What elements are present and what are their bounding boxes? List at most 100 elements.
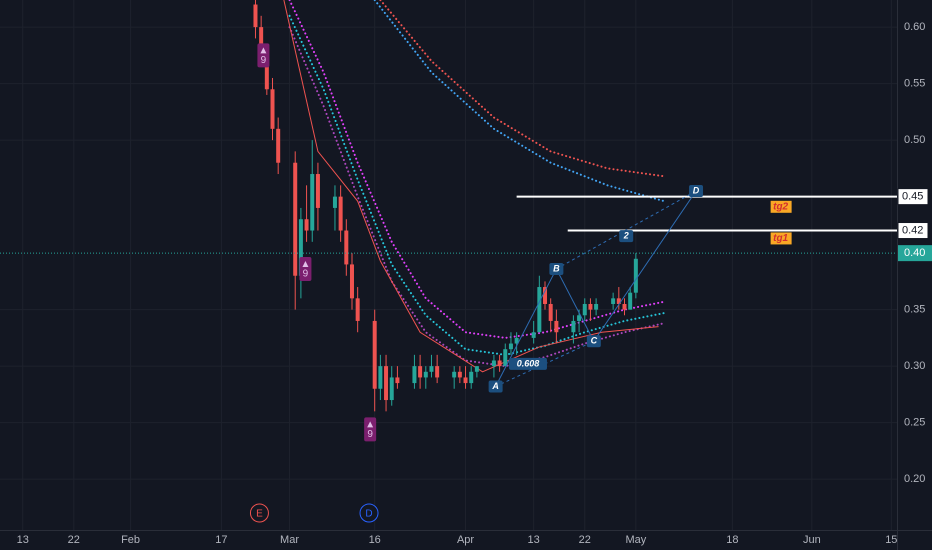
y-tick-label: 0.25	[904, 417, 925, 429]
x-tick-label: 13	[17, 534, 29, 546]
pattern-point-box	[586, 335, 601, 348]
x-tick-label: 22	[579, 534, 591, 546]
candle-body	[548, 303, 553, 321]
event-marker	[359, 503, 379, 523]
signal-marker	[299, 256, 312, 281]
candle-body	[344, 230, 349, 265]
candle-body	[594, 303, 599, 310]
current-price-label: 0.40	[904, 247, 925, 259]
signal-label: 9	[367, 429, 373, 440]
x-tick-label: 13	[528, 534, 540, 546]
x-tick-label: Mar	[280, 534, 299, 546]
candle-body	[412, 366, 417, 384]
candle-body	[531, 332, 536, 338]
pattern-note-label: 0.608	[517, 358, 540, 368]
pattern-note-box	[508, 357, 547, 370]
level-box	[897, 222, 929, 240]
x-tick-label: 18	[726, 534, 738, 546]
candle-body	[611, 298, 616, 304]
event-label: E	[256, 509, 263, 520]
x-tick-label: 22	[68, 534, 80, 546]
candle-body	[338, 196, 343, 231]
candle-body	[537, 287, 542, 333]
target-box	[770, 232, 792, 245]
x-tick-label: 15	[885, 534, 897, 546]
candle-body	[253, 4, 258, 28]
x-tick-label: Feb	[121, 534, 140, 546]
pattern-point-label: C	[591, 336, 598, 346]
dotted-band	[288, 14, 666, 356]
candle-body	[582, 303, 587, 316]
candle-body	[622, 303, 627, 310]
event-marker	[249, 503, 269, 523]
signal-arrow	[302, 260, 309, 267]
candle-body	[497, 360, 502, 367]
candle-body	[463, 377, 468, 384]
signal-marker	[364, 417, 377, 442]
pattern-line	[593, 190, 697, 342]
candle-body	[429, 366, 434, 372]
pattern-point-box	[689, 184, 704, 197]
signal-label: 9	[261, 55, 267, 66]
candle-body	[264, 61, 269, 90]
signal-arrow	[260, 47, 267, 54]
candle-body	[554, 320, 559, 333]
level-box	[897, 188, 929, 206]
pattern-point-box	[488, 380, 503, 393]
candle-body	[372, 320, 377, 389]
pattern-point-label: D	[693, 185, 700, 195]
pattern-point-box	[549, 262, 564, 275]
signal-arrow	[367, 421, 374, 428]
pattern-point-label: A	[491, 381, 499, 391]
candle-body	[514, 337, 519, 344]
x-tick-label: 17	[215, 534, 227, 546]
pattern-point-label: B	[553, 263, 560, 273]
candle-body	[474, 366, 479, 372]
candle-body	[389, 377, 394, 401]
candle-body	[310, 174, 315, 231]
candle-body	[332, 196, 337, 208]
candle-body	[543, 287, 548, 304]
pattern-line	[495, 268, 557, 387]
target-label: tg2	[773, 201, 788, 212]
candle-body	[276, 128, 281, 163]
candle-body	[418, 366, 423, 378]
candle-body	[588, 303, 593, 310]
pattern-note-box	[619, 230, 634, 243]
y-tick-label: 0.35	[904, 304, 925, 316]
candle-body	[270, 89, 275, 129]
candle-body	[633, 258, 638, 293]
candle-body	[298, 219, 303, 276]
candle-body	[508, 343, 513, 350]
candle-body	[491, 360, 496, 367]
y-tick-label: 0.55	[904, 78, 925, 90]
y-tick-label: 0.20	[904, 473, 925, 485]
signal-label: 9	[303, 269, 309, 280]
candle-body	[315, 174, 320, 208]
candle-body	[395, 377, 400, 384]
target-label: tg1	[773, 233, 788, 244]
candle-body	[577, 315, 582, 321]
x-tick-label: 16	[369, 534, 381, 546]
target-box	[770, 200, 792, 213]
dotted-band	[288, 0, 666, 339]
pattern-line	[556, 190, 697, 270]
dotted-band	[379, 0, 666, 178]
candle-body	[378, 366, 383, 389]
level-label: 0.45	[902, 191, 923, 203]
event-label: D	[365, 509, 372, 520]
candle-body	[355, 298, 360, 321]
candle-body	[384, 366, 389, 401]
current-price-box	[898, 245, 932, 262]
y-tick-label: 0.50	[904, 134, 925, 146]
candle-body	[423, 371, 428, 378]
y-tick-label: 0.60	[904, 21, 925, 33]
candle-body	[304, 219, 309, 231]
pattern-note-label: 2	[623, 231, 629, 241]
x-tick-label: Jun	[803, 534, 821, 546]
candle-body	[452, 371, 457, 378]
moving-average	[283, 0, 659, 373]
candle-body	[571, 320, 576, 333]
level-label: 0.42	[902, 224, 923, 236]
